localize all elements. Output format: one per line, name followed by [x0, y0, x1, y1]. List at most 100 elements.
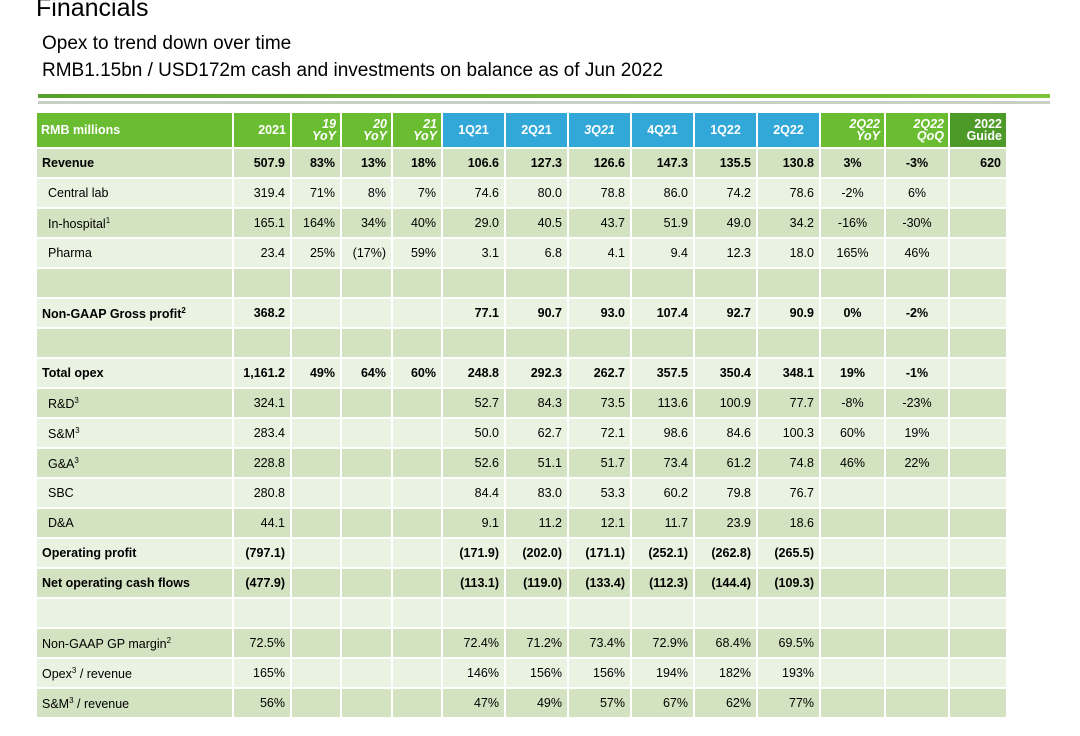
table-cell: 11.2	[506, 509, 567, 537]
table-cell: 9.1	[443, 509, 504, 537]
table-cell: 98.6	[632, 419, 693, 447]
table-cell: 74.2	[695, 179, 756, 207]
table-cell: 61.2	[695, 449, 756, 477]
table-cell: 68.4%	[695, 629, 756, 657]
table-cell	[950, 449, 1006, 477]
table-cell	[821, 599, 884, 627]
table-cell	[292, 629, 340, 657]
table-cell: 79.8	[695, 479, 756, 507]
table-cell	[393, 629, 441, 657]
table-cell: 80.0	[506, 179, 567, 207]
table-cell	[758, 599, 819, 627]
table-cell: 8%	[342, 179, 391, 207]
table-cell	[821, 509, 884, 537]
table-cell: 84.3	[506, 389, 567, 417]
table-cell	[758, 269, 819, 297]
table-cell: 156%	[506, 659, 567, 687]
table-cell: (797.1)	[234, 539, 290, 567]
table-row: D&A 44.1 9.1 11.2 12.1 11.7 23.9 18.6	[37, 509, 1006, 537]
row-label: Non-GAAP Gross profit2	[37, 299, 232, 327]
table-cell: 53.3	[569, 479, 630, 507]
table-row: Total opex 1,161.2 49% 64% 60% 248.8 292.3 262.…	[37, 359, 1006, 387]
table-cell: 34.2	[758, 209, 819, 237]
table-cell	[632, 599, 693, 627]
table-cell: 92.7	[695, 299, 756, 327]
table-cell: (119.0)	[506, 569, 567, 597]
table-cell	[393, 419, 441, 447]
col-header-2022-guide: 2022 Guide	[950, 113, 1006, 147]
table-row: R&D3 324.1 52.7 84.3 73.5 113.6 100.9 77.7 -8% -2…	[37, 389, 1006, 417]
table-cell: 73.5	[569, 389, 630, 417]
row-label: Net operating cash flows	[37, 569, 232, 597]
table-cell	[342, 479, 391, 507]
row-label	[37, 329, 232, 357]
table-cell: 83%	[292, 149, 340, 177]
table-cell: -23%	[886, 389, 948, 417]
table-cell: 147.3	[632, 149, 693, 177]
table-row: Non-GAAP GP margin2 72.5% 72.4% 71.2% 73.4% 7…	[37, 629, 1006, 657]
table-row: S&M3 / revenue 56% 47% 49% 57% 67% 62% 77%	[37, 689, 1006, 717]
table-cell: 135.5	[695, 149, 756, 177]
table-cell	[950, 509, 1006, 537]
table-cell	[821, 569, 884, 597]
table-cell: 49.0	[695, 209, 756, 237]
col-header-2q22-qoq: 2Q22 QoQ	[886, 113, 948, 147]
table-cell	[443, 599, 504, 627]
table-cell: 56%	[234, 689, 290, 717]
table-cell	[821, 629, 884, 657]
table-cell	[292, 569, 340, 597]
table-row: Net operating cash flows (477.9) (113.1) (1…	[37, 569, 1006, 597]
table-cell	[342, 449, 391, 477]
table-cell	[342, 629, 391, 657]
table-cell	[821, 269, 884, 297]
table-cell	[234, 269, 290, 297]
table-cell	[393, 299, 441, 327]
col-header-3q21: 3Q21	[569, 113, 630, 147]
table-cell: -8%	[821, 389, 884, 417]
table-cell: 0%	[821, 299, 884, 327]
row-label: Central lab	[37, 179, 232, 207]
table-cell	[342, 419, 391, 447]
col-header-2q22: 2Q22	[758, 113, 819, 147]
table-cell: 19%	[821, 359, 884, 387]
table-cell: 165.1	[234, 209, 290, 237]
table-cell	[695, 269, 756, 297]
table-cell	[569, 269, 630, 297]
table-cell	[393, 269, 441, 297]
table-cell	[950, 539, 1006, 567]
row-label	[37, 599, 232, 627]
table-cell	[393, 479, 441, 507]
table-cell	[569, 599, 630, 627]
table-cell	[292, 389, 340, 417]
table-cell: (113.1)	[443, 569, 504, 597]
table-cell	[886, 329, 948, 357]
table-cell	[342, 299, 391, 327]
table-cell: 319.4	[234, 179, 290, 207]
col-header-19-yoy: 19 YoY	[292, 113, 340, 147]
table-cell: 130.8	[758, 149, 819, 177]
table-cell	[292, 599, 340, 627]
table-cell: 6.8	[506, 239, 567, 267]
col-header-2q21: 2Q21	[506, 113, 567, 147]
table-row	[37, 599, 1006, 627]
table-cell: 182%	[695, 659, 756, 687]
table-cell: (252.1)	[632, 539, 693, 567]
table-cell: 1,161.2	[234, 359, 290, 387]
table-cell	[950, 419, 1006, 447]
table-cell	[393, 449, 441, 477]
table-cell: 165%	[821, 239, 884, 267]
table-row: In-hospital1 165.1 164% 34% 40% 29.0 40.5 43.7 5…	[37, 209, 1006, 237]
table-cell: 57%	[569, 689, 630, 717]
table-cell	[393, 689, 441, 717]
table-cell: -30%	[886, 209, 948, 237]
table-cell: 69.5%	[758, 629, 819, 657]
table-cell	[292, 509, 340, 537]
table-row: G&A3 228.8 52.6 51.1 51.7 73.4 61.2 74.8 46% 22%	[37, 449, 1006, 477]
table-cell: 12.1	[569, 509, 630, 537]
table-cell	[569, 329, 630, 357]
table-cell	[950, 239, 1006, 267]
table-cell	[506, 599, 567, 627]
table-cell	[393, 599, 441, 627]
table-cell: 357.5	[632, 359, 693, 387]
page-subtitle-cash: RMB1.15bn / USD172m cash and investments…	[42, 60, 664, 81]
